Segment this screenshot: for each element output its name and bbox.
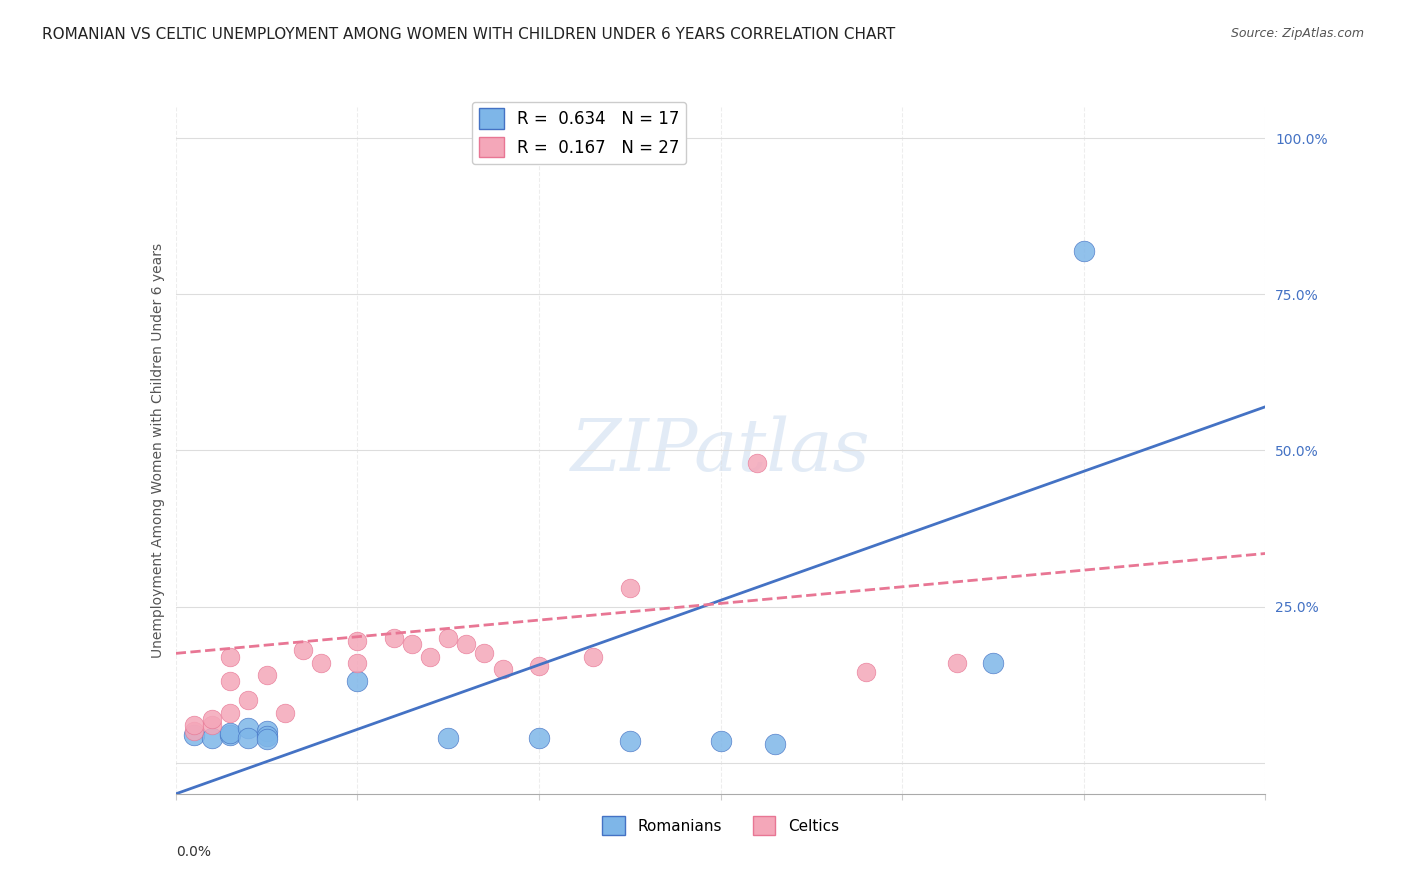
Point <box>291 643 314 657</box>
Point <box>763 737 786 751</box>
Point <box>346 674 368 689</box>
Point <box>527 731 550 745</box>
Point <box>219 649 242 664</box>
Point <box>238 721 260 735</box>
Point <box>274 706 297 720</box>
Point <box>981 656 1004 670</box>
Point <box>437 731 460 745</box>
Point <box>401 637 423 651</box>
Point <box>1073 244 1095 258</box>
Point <box>346 656 368 670</box>
Point <box>619 581 641 595</box>
Point <box>201 718 224 732</box>
Point <box>456 637 478 651</box>
Point <box>745 456 768 470</box>
Text: ROMANIAN VS CELTIC UNEMPLOYMENT AMONG WOMEN WITH CHILDREN UNDER 6 YEARS CORRELAT: ROMANIAN VS CELTIC UNEMPLOYMENT AMONG WO… <box>42 27 896 42</box>
Point <box>201 712 224 726</box>
Point <box>492 662 515 676</box>
Point <box>238 693 260 707</box>
Point <box>238 731 260 745</box>
Point <box>219 706 242 720</box>
Point <box>183 718 205 732</box>
Point <box>945 656 967 670</box>
Point <box>419 649 441 664</box>
Point <box>219 725 242 739</box>
Point <box>437 631 460 645</box>
Point <box>256 668 278 682</box>
Point <box>201 731 224 745</box>
Point <box>256 730 278 744</box>
Text: ZIPatlas: ZIPatlas <box>571 415 870 486</box>
Point <box>183 728 205 742</box>
Point <box>855 665 877 680</box>
Point <box>183 724 205 739</box>
Text: Source: ZipAtlas.com: Source: ZipAtlas.com <box>1230 27 1364 40</box>
Point <box>710 733 733 747</box>
Point <box>527 658 550 673</box>
Point <box>219 728 242 742</box>
Point <box>346 633 368 648</box>
Point <box>474 646 496 660</box>
Point <box>256 724 278 739</box>
Point <box>619 733 641 747</box>
Point <box>382 631 405 645</box>
Legend: Romanians, Celtics: Romanians, Celtics <box>596 810 845 841</box>
Point <box>219 674 242 689</box>
Point <box>582 649 605 664</box>
Point <box>309 656 332 670</box>
Y-axis label: Unemployment Among Women with Children Under 6 years: Unemployment Among Women with Children U… <box>150 243 165 658</box>
Text: 0.0%: 0.0% <box>176 846 211 859</box>
Point <box>256 731 278 746</box>
